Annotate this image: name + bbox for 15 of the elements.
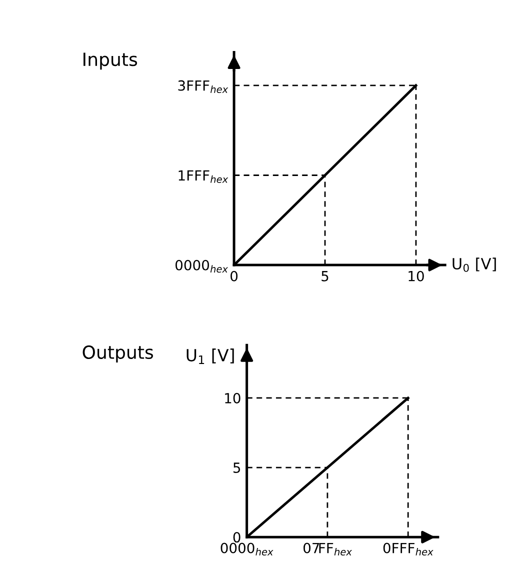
y-tick-label: 0: [233, 532, 240, 543]
chart-title: Outputs: [82, 345, 154, 363]
x-axis-title: U$_{0}$ [V]: [452, 258, 496, 272]
x-tick-label: 0000$_{hex}$: [220, 542, 274, 556]
x-tick-label: 10: [408, 270, 424, 282]
y-tick-label: 3FFF$_{hex}$: [178, 80, 228, 94]
y-tick-label: 5: [233, 462, 240, 473]
x-tick-label: 0FFF$_{hex}$: [383, 542, 434, 556]
y-tick-label: 0000$_{hex}$: [176, 260, 228, 273]
y-tick-label: 10: [225, 392, 240, 404]
y-tick-label: 1FFF$_{hex}$: [178, 170, 228, 183]
y-axis-title: U$_{1}$ [V]: [186, 348, 234, 364]
x-tick-label: 5: [322, 271, 328, 282]
x-tick-label: 07FF$_{hex}$: [304, 542, 352, 556]
chart-title: Inputs: [84, 52, 138, 70]
